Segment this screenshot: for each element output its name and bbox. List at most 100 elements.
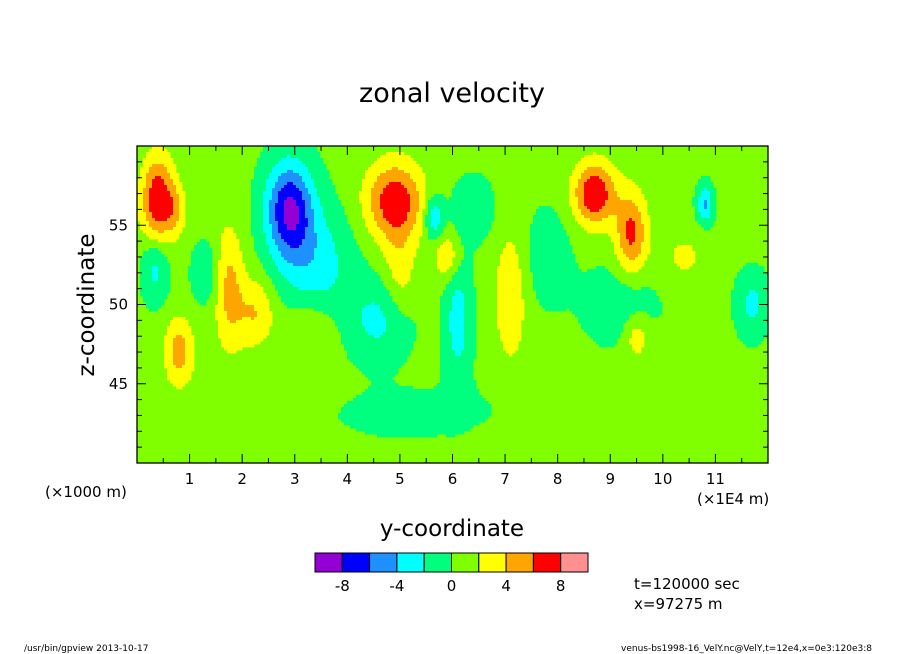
contour-cell <box>170 179 174 183</box>
contour-cell <box>251 209 255 213</box>
contour-cell <box>146 155 150 159</box>
contour-cell <box>395 200 399 204</box>
contour-cell <box>320 161 324 165</box>
contour-cell <box>623 260 627 264</box>
contour-cell <box>299 227 303 231</box>
contour-cell <box>551 257 555 261</box>
contour-cell <box>386 185 390 189</box>
contour-cell <box>590 155 594 159</box>
contour-cell <box>548 218 552 222</box>
contour-cell <box>287 194 291 198</box>
contour-cell <box>302 239 306 243</box>
contour-cell <box>314 167 318 171</box>
contour-cell <box>263 158 267 162</box>
contour-cell <box>269 146 273 150</box>
contour-cell <box>392 167 396 171</box>
contour-cell <box>158 188 162 192</box>
contour-cell <box>431 209 435 213</box>
contour-cell <box>311 278 315 282</box>
contour-cell <box>263 212 267 216</box>
contour-cell <box>245 272 249 276</box>
contour-cell <box>545 266 549 270</box>
contour-cell <box>278 179 282 183</box>
contour-cell <box>401 179 405 183</box>
contour-cell <box>410 206 414 210</box>
contour-cell <box>464 188 468 192</box>
contour-cell <box>563 278 567 282</box>
contour-cell <box>206 290 210 294</box>
contour-cell <box>146 215 150 219</box>
contour-cell <box>197 263 201 267</box>
contour-cell <box>338 272 342 276</box>
contour-cell <box>458 194 462 198</box>
contour-cell <box>272 233 276 237</box>
contour-cell <box>251 197 255 201</box>
contour-cell <box>464 251 468 255</box>
contour-cell <box>602 212 606 216</box>
contour-cell <box>443 224 447 228</box>
contour-cell <box>320 200 324 204</box>
contour-cell <box>470 212 474 216</box>
contour-cell <box>506 263 510 267</box>
contour-cell <box>404 257 408 261</box>
contour-cell <box>302 149 306 153</box>
contour-cell <box>410 179 414 183</box>
contour-cell <box>437 260 441 264</box>
contour-cell <box>173 194 177 198</box>
contour-cell <box>638 245 642 249</box>
contour-cell <box>350 254 354 258</box>
contour-cell <box>161 212 165 216</box>
contour-cell <box>404 230 408 234</box>
contour-cell <box>152 188 156 192</box>
contour-cell <box>620 179 624 183</box>
contour-cell <box>449 248 453 252</box>
contour-cell <box>632 200 636 204</box>
contour-cell <box>458 233 462 237</box>
contour-cell <box>257 170 261 174</box>
contour-cell <box>335 224 339 228</box>
contour-cell <box>620 215 624 219</box>
contour-cell <box>569 248 573 252</box>
contour-cell <box>539 209 543 213</box>
contour-cell <box>611 233 615 237</box>
contour-cell <box>293 275 297 279</box>
contour-cell <box>596 197 600 201</box>
contour-cell <box>377 176 381 180</box>
contour-cell <box>251 281 255 285</box>
contour-cell <box>401 152 405 156</box>
contour-cell <box>566 263 570 267</box>
contour-cell <box>236 239 240 243</box>
contour-cell <box>695 197 699 201</box>
contour-cell <box>455 290 459 294</box>
contour-cell <box>605 281 609 285</box>
contour-cell <box>302 236 306 240</box>
contour-cell <box>290 284 294 288</box>
contour-cell <box>275 215 279 219</box>
contour-cell <box>338 203 342 207</box>
contour-cell <box>206 242 210 246</box>
contour-cell <box>272 191 276 195</box>
contour-cell <box>284 281 288 285</box>
contour-cell <box>266 257 270 261</box>
contour-cell <box>158 224 162 228</box>
contour-cell <box>512 275 516 279</box>
contour-cell <box>464 239 468 243</box>
contour-cell <box>464 230 468 234</box>
contour-cell <box>560 251 564 255</box>
contour-cell <box>269 224 273 228</box>
contour-cell <box>422 191 426 195</box>
contour-cell <box>266 251 270 255</box>
contour-cell <box>182 200 186 204</box>
contour-cell <box>203 242 207 246</box>
contour-cell <box>602 161 606 165</box>
contour-cell <box>173 212 177 216</box>
contour-cell <box>578 200 582 204</box>
contour-cell <box>155 182 159 186</box>
contour-cell <box>599 170 603 174</box>
contour-cell <box>461 260 465 264</box>
contour-cell <box>638 221 642 225</box>
contour-cell <box>281 284 285 288</box>
contour-cell <box>509 287 513 291</box>
contour-cell <box>401 158 405 162</box>
contour-cell <box>557 233 561 237</box>
